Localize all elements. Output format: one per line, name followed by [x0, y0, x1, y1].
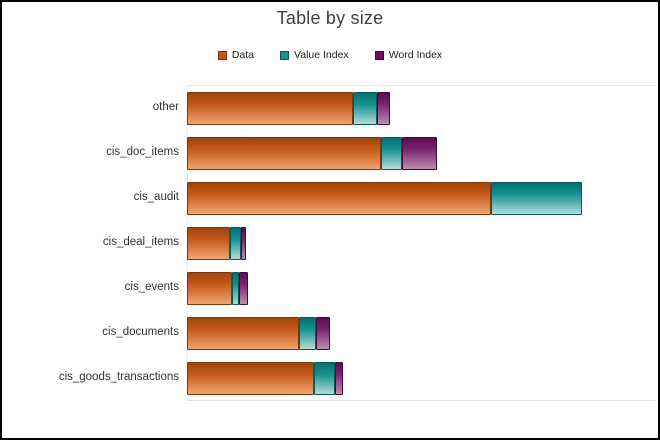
bar-segment-value-index [299, 317, 316, 350]
bar-track [187, 355, 658, 395]
bar-track [187, 265, 658, 305]
bar-row: cis_goods_transactions [2, 355, 658, 400]
bar-segment-value-index [232, 272, 239, 305]
legend-swatch-word-index [374, 50, 384, 60]
legend-item-word-index: Word Index [374, 49, 443, 61]
bar-row: cis_audit [2, 175, 658, 220]
bar-segment-value-index [491, 182, 582, 215]
bar-row: other [2, 85, 658, 130]
bar-track [187, 310, 658, 350]
bar-segment-word-index [316, 317, 330, 350]
legend-item-data: Data [217, 49, 254, 61]
bar-segment-value-index [381, 137, 402, 170]
legend: Data Value Index Word Index [2, 49, 658, 61]
category-label: cis_audit [133, 191, 179, 203]
legend-label: Value Index [294, 49, 349, 61]
legend-label: Word Index [388, 49, 443, 61]
bar-row: cis_doc_items [2, 130, 658, 175]
bar-track [187, 220, 658, 260]
bar-segment-data [187, 92, 353, 125]
bar-segment-word-index [402, 137, 437, 170]
bar-segment-value-index [314, 362, 335, 395]
category-label: cis_documents [102, 326, 179, 338]
bar-segment-word-index [239, 272, 248, 305]
bar-segment-data [187, 272, 232, 305]
legend-swatch-data [217, 50, 227, 60]
bar-segment-data [187, 317, 299, 350]
bar-segment-word-index [377, 92, 390, 125]
bar-track [187, 130, 658, 170]
category-label: other [152, 101, 179, 113]
legend-item-value-index: Value Index [280, 49, 349, 61]
plot-area: other cis_doc_items cis_audit cis_deal_item… [2, 85, 658, 400]
bar-segment-data [187, 362, 314, 395]
legend-label: Data [231, 49, 254, 61]
bar-segment-word-index [335, 362, 343, 395]
bar-segment-data [187, 182, 491, 215]
bar-segment-data [187, 137, 381, 170]
bar-row: cis_deal_items [2, 220, 658, 265]
bar-row: cis_events [2, 265, 658, 310]
bar-segment-value-index [230, 227, 241, 260]
chart-title-box: Table by size [240, 2, 420, 32]
bar-segment-data [187, 227, 230, 260]
category-label: cis_goods_transactions [58, 371, 179, 383]
chart-title: Table by size [276, 8, 384, 28]
legend-swatch-value-index [280, 50, 289, 60]
category-label: cis_doc_items [106, 146, 179, 158]
category-label: cis_deal_items [102, 236, 179, 248]
bar-segment-value-index [353, 92, 377, 125]
bar-track [187, 85, 658, 125]
bar-row: cis_documents [2, 310, 658, 355]
bar-segment-word-index [241, 227, 246, 260]
x-axis-line [187, 400, 655, 401]
bar-track [187, 175, 658, 215]
plot-border-top [187, 85, 655, 86]
category-label: cis_events [124, 281, 179, 293]
